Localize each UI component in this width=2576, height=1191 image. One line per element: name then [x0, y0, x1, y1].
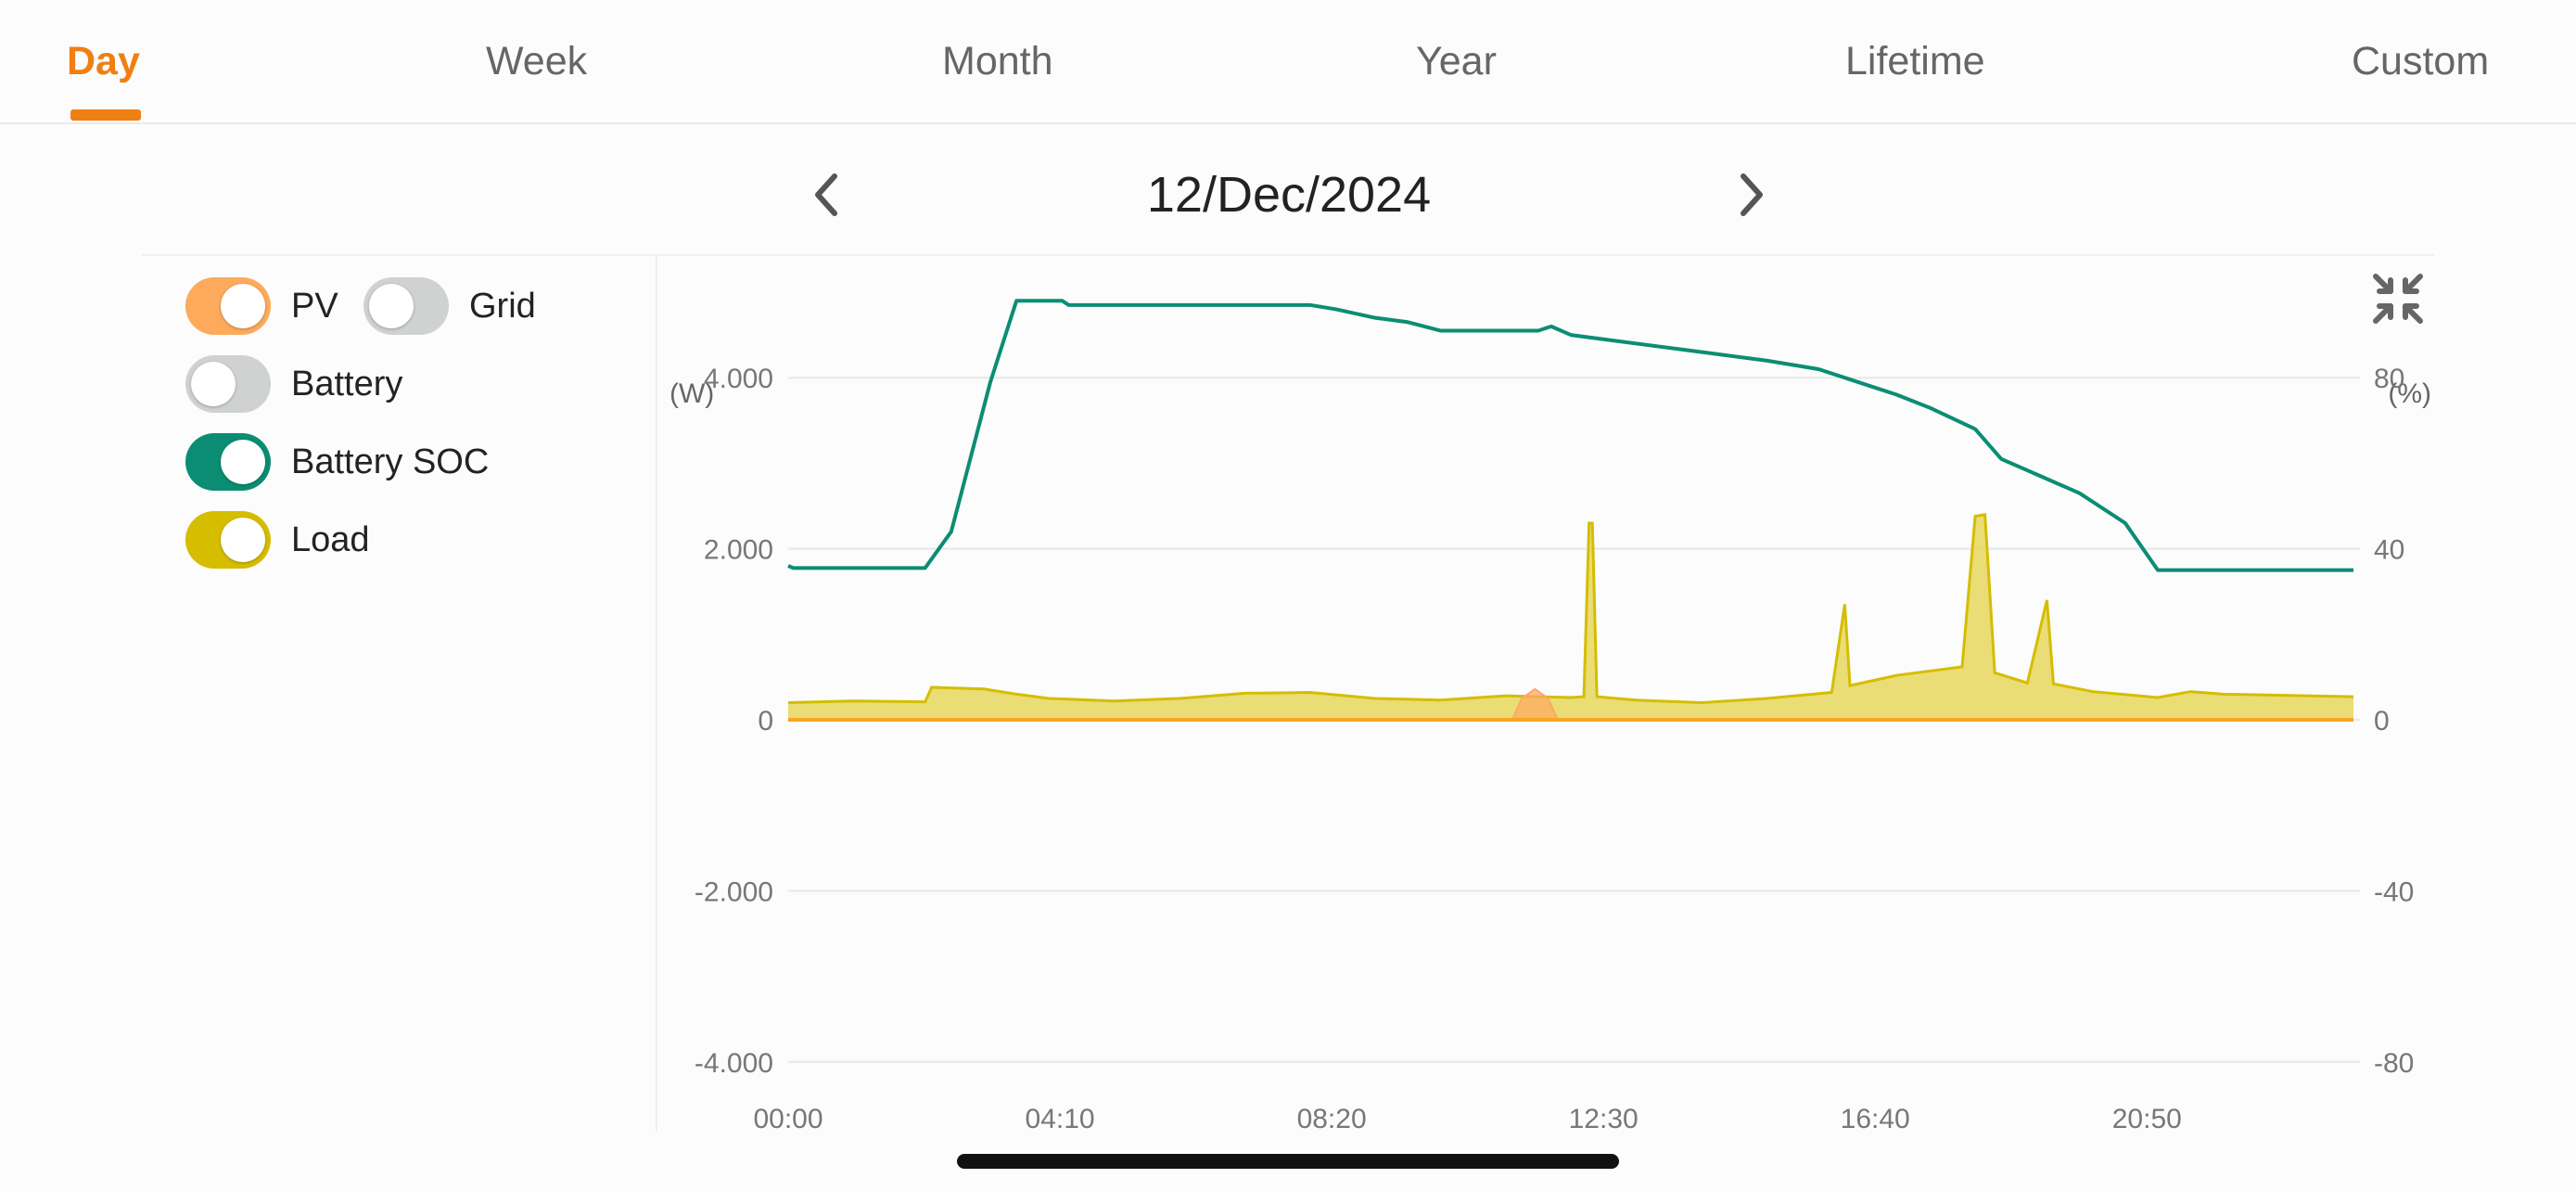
toggle-knob	[221, 284, 265, 328]
left-axis-unit: (W)	[670, 378, 714, 409]
previous-day-button[interactable]	[799, 165, 855, 224]
battery-label: Battery	[291, 365, 403, 403]
x-tick-label: 12:30	[1569, 1104, 1639, 1134]
left-tick-label: 4.000	[704, 364, 773, 394]
grid-toggle[interactable]	[363, 277, 449, 335]
x-tick-label: 00:00	[753, 1104, 823, 1134]
x-tick-label: 16:40	[1841, 1104, 1910, 1134]
tab-day[interactable]: Day	[67, 39, 140, 83]
battery-toggle[interactable]	[185, 355, 271, 413]
right-tick-label: -80	[2374, 1048, 2414, 1079]
legend-chart-divider	[656, 256, 657, 1132]
left-tick-label: 2.000	[704, 535, 773, 566]
tab-month[interactable]: Month	[942, 39, 1053, 83]
content-divider-top	[142, 254, 2434, 256]
grid-label: Grid	[469, 287, 536, 326]
period-tab-bar: Day Week Month Year Lifetime Custom	[0, 0, 2576, 124]
left-axis-ticks: 4.000 2.000 0 -2.000 -4.000	[695, 364, 773, 1079]
collapse-icon	[2373, 274, 2423, 324]
chevron-left-icon	[815, 173, 837, 216]
battery-soc-toggle[interactable]	[185, 433, 271, 491]
tab-custom[interactable]: Custom	[2352, 39, 2490, 83]
load-label: Load	[291, 520, 370, 559]
toggle-knob	[221, 518, 265, 562]
right-tick-label: 40	[2374, 535, 2404, 566]
tab-lifetime[interactable]: Lifetime	[1845, 39, 1985, 83]
pv-label: PV	[291, 287, 338, 326]
battery-soc-label: Battery SOC	[291, 442, 490, 481]
toggle-knob	[191, 362, 236, 406]
x-axis-ticks: 00:00 04:10 08:20 12:30 16:40 20:50	[753, 1104, 2181, 1134]
home-indicator	[957, 1154, 1619, 1169]
right-axis-unit: (%)	[2388, 378, 2431, 409]
pv-toggle[interactable]	[185, 277, 271, 335]
right-axis-ticks: 80 40 0 -40 -80	[2374, 364, 2414, 1079]
toggle-knob	[221, 440, 265, 484]
selected-date[interactable]: 12/Dec/2024	[1146, 167, 1432, 223]
load-toggle[interactable]	[185, 511, 271, 569]
right-tick-label: 80	[2374, 364, 2404, 394]
load-line	[787, 512, 2354, 705]
date-navigation: 12/Dec/2024	[0, 139, 2576, 250]
series-layer	[787, 299, 2354, 722]
toggle-knob	[369, 284, 414, 328]
tab-week[interactable]: Week	[486, 39, 588, 83]
active-tab-indicator	[70, 109, 141, 121]
x-tick-label: 20:50	[2112, 1104, 2182, 1134]
pv-area	[1511, 687, 1560, 721]
chevron-right-icon	[1741, 173, 1763, 216]
tab-year[interactable]: Year	[1416, 39, 1497, 83]
left-tick-label: -4.000	[695, 1048, 773, 1079]
battery-soc-line	[787, 299, 2353, 572]
x-tick-label: 04:10	[1026, 1104, 1095, 1134]
left-tick-label: -2.000	[695, 877, 773, 907]
right-tick-label: -40	[2374, 877, 2414, 907]
x-tick-label: 08:20	[1297, 1104, 1367, 1134]
next-day-button[interactable]	[1723, 165, 1779, 224]
right-tick-label: 0	[2374, 706, 2390, 736]
load-area	[788, 514, 2353, 720]
exit-fullscreen-button[interactable]	[2370, 271, 2426, 327]
left-tick-label: 0	[758, 706, 773, 736]
